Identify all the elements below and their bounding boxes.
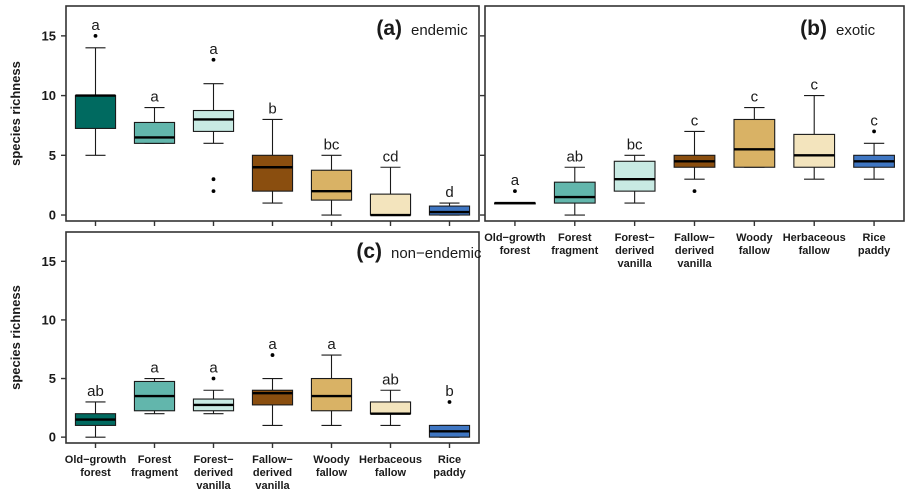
panel-b-significance-letter: ab bbox=[566, 148, 583, 165]
panel-b-xtick-label: vanilla bbox=[618, 258, 653, 270]
panel-c-outlier-point bbox=[447, 400, 452, 404]
panel-a-outlier-point bbox=[211, 189, 216, 194]
panel-a-ytick-label: 5 bbox=[49, 148, 56, 163]
panel-c-xtick-label: paddy bbox=[433, 467, 466, 479]
panel-c-ytick-label: 0 bbox=[49, 430, 56, 445]
panel-c-significance-letter: a bbox=[327, 336, 336, 353]
panel-a-box bbox=[74, 95, 117, 129]
panel-c-xtick-label: Rice bbox=[438, 454, 461, 466]
panel-a-tag: (a) bbox=[376, 17, 402, 40]
panel-a-title: endemic bbox=[411, 22, 468, 39]
panel-b-xtick-label: fallow bbox=[799, 245, 831, 257]
panel-c-ytick-label: 10 bbox=[42, 312, 56, 327]
panel-a-y-axis-label: species richness bbox=[8, 61, 23, 166]
panel-c-xtick-label: vanilla bbox=[196, 480, 231, 491]
panel-b-significance-letter: c bbox=[691, 112, 699, 129]
panel-a-box bbox=[251, 154, 294, 192]
panel-b-xtick-label: vanilla bbox=[677, 258, 712, 270]
panel-c-box bbox=[310, 377, 353, 412]
panel-c-significance-letter: ab bbox=[87, 383, 104, 400]
panel-b-outlier-point bbox=[872, 129, 876, 134]
panel-b-xtick-label: derived bbox=[615, 245, 654, 257]
panel-c-outlier-point bbox=[211, 376, 216, 381]
panel-a-outlier-point bbox=[211, 57, 216, 62]
panel-b-xtick-label: paddy bbox=[858, 245, 891, 257]
panel-c-ytick-label: 15 bbox=[42, 254, 56, 269]
panel-a-significance-letter: a bbox=[150, 89, 159, 106]
panel-c-xtick-label: derived bbox=[253, 467, 292, 479]
panel-b-significance-letter: bc bbox=[627, 136, 643, 153]
panel-b-xtick-label: forest bbox=[500, 245, 531, 257]
panel-c-significance-letter: a bbox=[209, 360, 218, 377]
panel-b-xtick-label: Fallow− bbox=[674, 232, 715, 244]
panel-c-significance-letter: ab bbox=[382, 371, 399, 388]
panel-a-box bbox=[428, 205, 471, 216]
panel-b-xtick-label: derived bbox=[675, 245, 714, 257]
panel-a-ytick-label: 0 bbox=[49, 208, 56, 223]
panel-a-significance-letter: b bbox=[268, 100, 276, 117]
panel-a-box bbox=[133, 121, 176, 144]
panel-c-significance-letter: a bbox=[268, 336, 277, 353]
panel-b-xtick-label: Forest− bbox=[615, 232, 655, 244]
panel-a-outlier-point bbox=[93, 33, 98, 38]
panel-b-xtick-label: Rice bbox=[862, 232, 885, 244]
panel-c-tag: (c) bbox=[356, 240, 382, 263]
panel-a-significance-letter: a bbox=[91, 17, 100, 34]
panel-b-xtick-label: Old−growth bbox=[484, 232, 546, 244]
panel-c-title: non−endemic bbox=[391, 245, 482, 262]
panel-b-outlier-point bbox=[692, 189, 697, 194]
panel-b-xtick-label: fragment bbox=[551, 245, 598, 257]
panel-c-outlier-point bbox=[270, 353, 275, 357]
panel-a-significance-letter: d bbox=[445, 184, 453, 201]
panel-b-box bbox=[613, 160, 656, 192]
panel-c-ytick-label: 5 bbox=[49, 371, 56, 386]
panel-a-significance-letter: cd bbox=[383, 148, 399, 165]
panel-b-box bbox=[793, 133, 836, 168]
panel-a-outlier-point bbox=[211, 177, 216, 182]
panel-b-box bbox=[733, 118, 776, 168]
panel-c-significance-letter: a bbox=[150, 360, 159, 377]
panel-c-xtick-label: Woody bbox=[313, 454, 350, 466]
panel-b-xtick-label: Herbaceous bbox=[783, 232, 846, 244]
panel-b-box bbox=[553, 181, 596, 204]
panel-b-significance-letter: c bbox=[810, 77, 818, 94]
panel-c-xtick-label: Old−growth bbox=[65, 454, 127, 466]
panel-c-xtick-label: Herbaceous bbox=[359, 454, 422, 466]
panel-c-xtick-label: fallow bbox=[375, 467, 407, 479]
panel-a-significance-letter: bc bbox=[324, 136, 340, 153]
panel-c-xtick-label: Fallow− bbox=[252, 454, 293, 466]
panel-c-significance-letter: b bbox=[445, 383, 453, 400]
panel-a-significance-letter: a bbox=[209, 41, 218, 58]
panel-b-xtick-label: Forest bbox=[558, 232, 592, 244]
panel-c-xtick-label: fallow bbox=[316, 467, 348, 479]
panel-a-box bbox=[192, 109, 235, 132]
panel-c-xtick-label: derived bbox=[194, 467, 233, 479]
panel-b-xtick-label: Woody bbox=[736, 232, 773, 244]
panel-a-ytick-label: 10 bbox=[42, 88, 56, 103]
panel-c-xtick-label: Forest− bbox=[193, 454, 233, 466]
panel-b-significance-letter: c bbox=[870, 112, 878, 129]
panel-c-xtick-label: Forest bbox=[138, 454, 172, 466]
panel-a-box bbox=[369, 193, 412, 216]
panel-c-box bbox=[369, 401, 412, 415]
panel-b-significance-letter: a bbox=[511, 172, 520, 189]
panel-c-y-axis-label: species richness bbox=[8, 285, 23, 390]
panel-b-title: exotic bbox=[836, 22, 876, 39]
panel-c-xtick-label: fragment bbox=[131, 467, 178, 479]
panel-a-box bbox=[310, 169, 353, 201]
panel-b-outlier-point bbox=[513, 189, 517, 194]
panel-b-significance-letter: c bbox=[751, 89, 759, 106]
panel-b-xtick-label: fallow bbox=[739, 245, 771, 257]
panel-b-tag: (b) bbox=[800, 17, 827, 40]
panel-c-xtick-label: vanilla bbox=[255, 480, 290, 491]
panel-a-ytick-label: 15 bbox=[42, 28, 56, 43]
panel-c-xtick-label: forest bbox=[80, 467, 111, 479]
